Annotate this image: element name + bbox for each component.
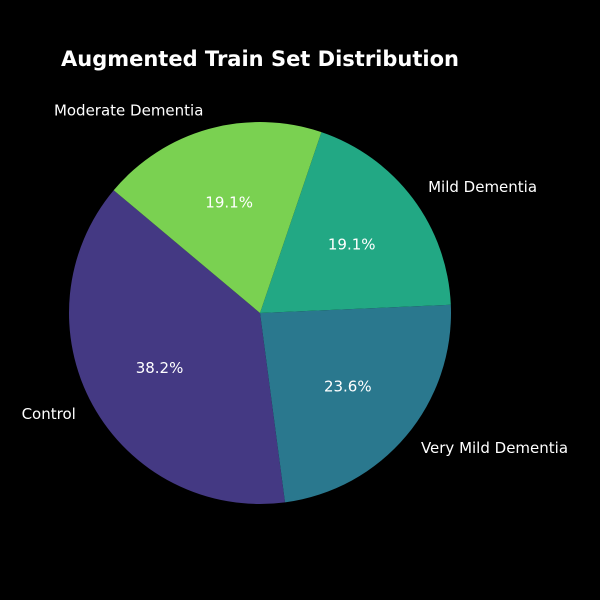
percent-label-very-mild-dementia: 23.6% [324, 378, 372, 396]
category-label-control: Control [22, 405, 76, 423]
category-label-mild-dementia: Mild Dementia [428, 178, 537, 196]
pie-labels: Control 38.2% Very Mild Dementia 23.6% Mild … [22, 102, 568, 457]
category-label-moderate-dementia: Moderate Dementia [54, 102, 203, 120]
percent-label-mild-dementia: 19.1% [328, 235, 376, 253]
pie-slices [69, 122, 451, 505]
pie-slice-very-mild-dementia [260, 304, 451, 503]
chart-title: Augmented Train Set Distribution [61, 47, 459, 71]
pie-slice-moderate-dementia [113, 122, 322, 313]
percent-label-control: 38.2% [136, 359, 184, 377]
category-label-very-mild-dementia: Very Mild Dementia [421, 439, 568, 457]
pie-slice-mild-dementia [260, 132, 451, 313]
percent-label-moderate-dementia: 19.1% [205, 194, 253, 212]
pie-slice-control [69, 190, 285, 505]
